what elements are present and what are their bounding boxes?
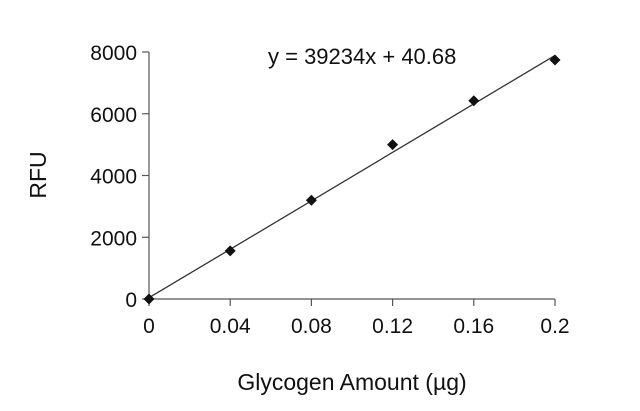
y-axis-title: RFU	[25, 151, 51, 198]
trendline-group	[148, 54, 556, 299]
data-point	[305, 194, 317, 206]
data-point	[468, 95, 480, 107]
x-tick-label: 0	[143, 315, 155, 338]
y-tick-label: 8000	[90, 42, 137, 65]
x-axis-title: Glycogen Amount (µg)	[237, 369, 466, 395]
trendline-equation: y = 39234x + 40.68	[268, 44, 456, 69]
y-tick-label: 6000	[90, 104, 137, 127]
x-tick-label: 0.04	[210, 315, 251, 338]
y-tick-label: 2000	[90, 227, 137, 250]
data-point	[224, 245, 236, 257]
data-point	[387, 139, 399, 151]
y-tick-label: 4000	[90, 166, 137, 189]
data-points	[143, 54, 561, 305]
ticks: 0 2000 4000 6000 8000 0 0.04 0.08 0.12 0.16 0.2	[90, 42, 569, 338]
x-tick-label: 0.16	[453, 315, 494, 338]
x-tick-label: 0.08	[291, 315, 332, 338]
y-tick-label: 0	[125, 289, 137, 312]
x-tick-label: 0.12	[372, 315, 413, 338]
x-tick-label: 0.2	[540, 315, 569, 338]
data-point	[143, 293, 155, 305]
trendline	[148, 54, 556, 299]
data-point	[549, 54, 561, 66]
